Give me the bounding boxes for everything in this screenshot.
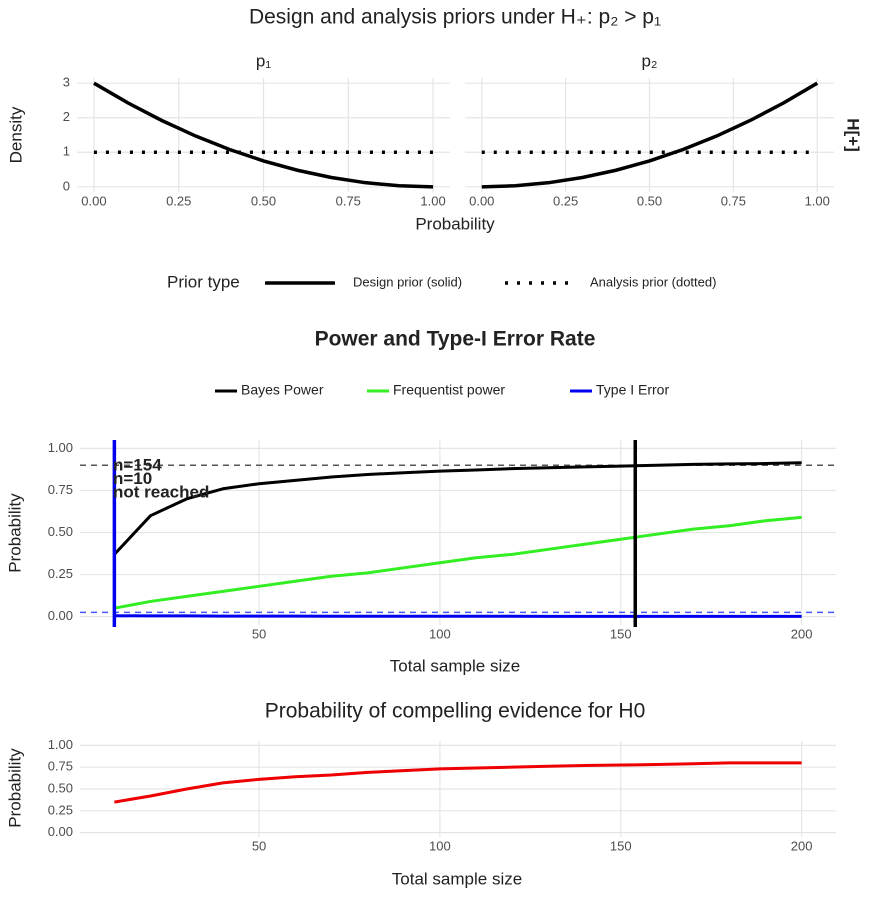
x-tick-label: 150 bbox=[610, 838, 632, 853]
x-tick-label: 100 bbox=[429, 838, 451, 853]
x-tick-label: 0.25 bbox=[166, 193, 191, 208]
x-tick-label: 100 bbox=[429, 626, 451, 641]
legend-label: Bayes Power bbox=[241, 382, 324, 398]
y-tick-label: 0.50 bbox=[48, 780, 73, 795]
x-tick-label: 50 bbox=[252, 838, 266, 853]
y-tick-label: 1.00 bbox=[48, 440, 73, 455]
x-tick-label: 0.75 bbox=[721, 193, 746, 208]
x-tick-label: 0.00 bbox=[81, 193, 106, 208]
legend-label: Frequentist power bbox=[393, 382, 505, 398]
x-axis-title: Total sample size bbox=[392, 869, 522, 888]
chart-title: Design and analysis priors under H₊: p₂ … bbox=[249, 6, 661, 29]
x-tick-label: 0.50 bbox=[251, 193, 276, 208]
legend-label: Design prior (solid) bbox=[353, 274, 462, 289]
x-tick-label: 50 bbox=[252, 626, 266, 641]
annotation: n=154 bbox=[113, 455, 162, 474]
facet-label: p₂ bbox=[641, 51, 657, 70]
x-tick-label: 1.00 bbox=[420, 193, 445, 208]
facet-label: p₁ bbox=[256, 51, 271, 70]
annotation: not reached bbox=[113, 482, 209, 501]
y-tick-label: 0.00 bbox=[48, 608, 73, 623]
y-tick-label: 0.75 bbox=[48, 482, 73, 497]
legend-label: Analysis prior (dotted) bbox=[590, 274, 716, 289]
y-tick-label: 3 bbox=[63, 75, 70, 90]
y-tick-label: 0.00 bbox=[48, 824, 73, 839]
y-axis-title: Density bbox=[6, 106, 25, 163]
y-axis-title: Probability bbox=[5, 493, 24, 573]
strip-label: H[+] bbox=[844, 118, 863, 152]
x-tick-label: 0.75 bbox=[336, 193, 361, 208]
y-tick-label: 2 bbox=[63, 109, 70, 124]
x-tick-label: 150 bbox=[610, 626, 632, 641]
series-line bbox=[114, 761, 802, 804]
x-tick-label: 1.00 bbox=[805, 193, 830, 208]
x-tick-label: 0.50 bbox=[637, 193, 662, 208]
x-tick-label: 200 bbox=[791, 626, 813, 641]
y-tick-label: 0.25 bbox=[48, 802, 73, 817]
legend-label: Type I Error bbox=[596, 382, 669, 398]
density-line bbox=[481, 81, 819, 189]
chart-title: Probability of compelling evidence for H… bbox=[265, 700, 646, 723]
density-line bbox=[93, 81, 434, 189]
x-tick-label: 0.00 bbox=[469, 193, 494, 208]
y-tick-label: 0.75 bbox=[48, 759, 73, 774]
x-tick-label: 0.25 bbox=[553, 193, 578, 208]
y-tick-label: 1.00 bbox=[48, 737, 73, 752]
annotation: n=10 bbox=[113, 469, 152, 488]
y-tick-label: 0.25 bbox=[48, 566, 73, 581]
series-line bbox=[114, 614, 802, 618]
legend-title: Prior type bbox=[167, 272, 240, 291]
y-axis-title: Probability bbox=[5, 748, 24, 828]
series-line bbox=[113, 461, 802, 556]
y-tick-label: 0 bbox=[63, 178, 70, 193]
x-axis-title: Probability bbox=[415, 214, 495, 233]
y-tick-label: 0.50 bbox=[48, 524, 73, 539]
chart-title: Power and Type-I Error Rate bbox=[315, 328, 596, 351]
y-tick-label: 1 bbox=[63, 144, 70, 159]
x-tick-label: 200 bbox=[791, 838, 813, 853]
series-line bbox=[114, 515, 802, 610]
x-axis-title: Total sample size bbox=[390, 656, 520, 675]
